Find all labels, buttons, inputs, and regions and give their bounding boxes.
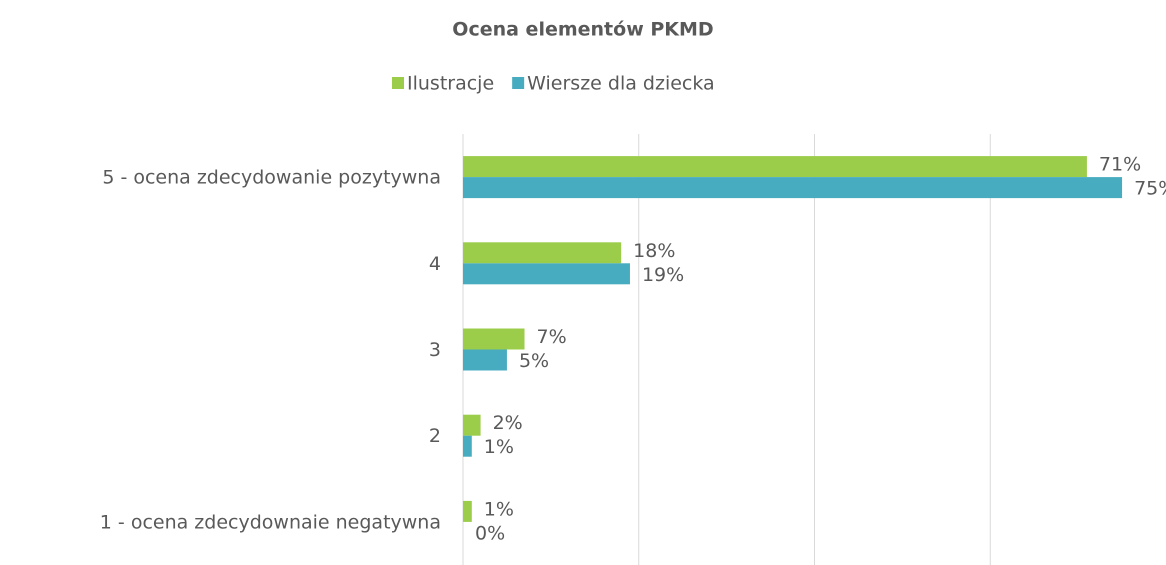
bar (463, 435, 472, 457)
data-label: 71% (1099, 154, 1141, 176)
data-label: 0% (475, 522, 505, 544)
bar (463, 242, 622, 264)
y-tick-label: 3 (429, 339, 441, 361)
chart-title: Ocena elementów PKMD (452, 19, 713, 41)
data-label: 1% (484, 498, 514, 520)
y-tick-label: 5 - ocena zdecydowanie pozytywna (102, 167, 441, 189)
y-tick-label: 2 (429, 425, 441, 447)
data-label: 2% (493, 412, 523, 434)
data-label: 1% (484, 436, 514, 458)
legend-label: Wiersze dla dziecka (527, 73, 715, 95)
bar (463, 349, 507, 371)
y-tick-label: 4 (429, 253, 441, 275)
bar (463, 156, 1087, 178)
bar (463, 328, 525, 350)
legend-swatch (392, 77, 404, 89)
data-label: 7% (537, 326, 567, 348)
bar (463, 177, 1123, 199)
data-label: 75% (1134, 178, 1166, 200)
data-label: 19% (642, 264, 684, 286)
bar (463, 414, 481, 436)
data-label: 18% (633, 240, 675, 262)
legend-swatch (512, 77, 525, 89)
legend-label: Ilustracje (407, 73, 494, 95)
bar (463, 500, 472, 522)
y-tick-label: 1 - ocena zdecydownaie negatywna (100, 511, 441, 533)
bar (463, 263, 630, 285)
data-label: 5% (519, 350, 549, 372)
